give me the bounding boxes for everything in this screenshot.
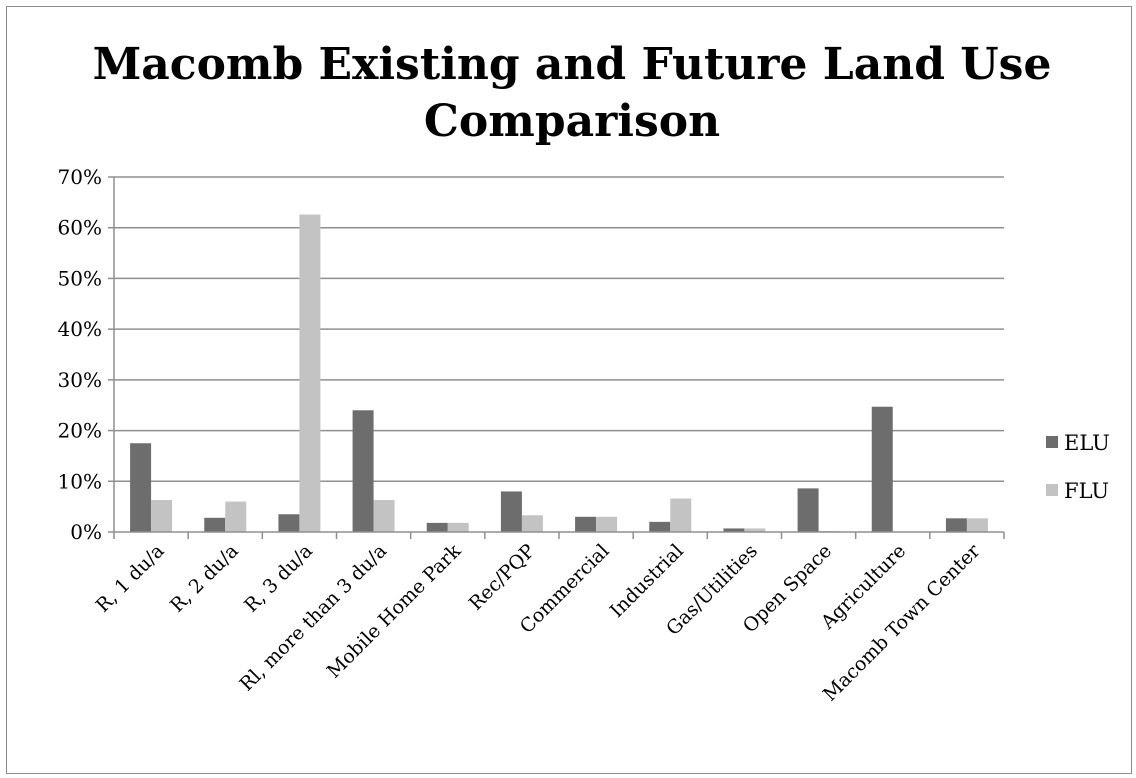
legend-label-flu: FLU	[1064, 479, 1109, 503]
x-tick-label: R, 1 du/a	[92, 540, 169, 617]
legend: ELU FLU	[1046, 431, 1110, 503]
bar-elu	[871, 406, 893, 532]
gridlines	[114, 176, 1004, 483]
bar-flu	[744, 528, 766, 532]
bar-elu	[723, 528, 745, 532]
bar-elu	[649, 521, 671, 532]
y-tick-label: 50%	[58, 266, 102, 290]
y-tick-label: 10%	[58, 469, 102, 493]
bar-flu	[373, 500, 395, 532]
x-tick-label: Macomb Town Center	[819, 539, 985, 705]
x-tick-label: R, 2 du/a	[166, 540, 243, 617]
bar-elu	[575, 516, 597, 532]
bar-flu	[299, 214, 321, 532]
bar-flu	[151, 500, 173, 532]
bar-flu	[521, 515, 543, 532]
chart-frame	[6, 6, 1132, 774]
bar-elu	[278, 514, 300, 532]
x-tick-label: R, 3 du/a	[240, 540, 317, 617]
legend-swatch-elu	[1046, 436, 1058, 448]
y-tick-label: 40%	[58, 317, 102, 341]
chart-title-line-2: Comparison	[424, 96, 720, 147]
y-axis-ticks: 0% 10% 20% 30% 40% 50% 60% 70%	[58, 165, 114, 544]
x-axis-labels: R, 1 du/aR, 2 du/aR, 3 du/aRl, more than…	[92, 539, 985, 705]
bar-elu	[797, 488, 819, 532]
bar-flu	[596, 516, 618, 532]
legend-swatch-flu	[1046, 484, 1058, 496]
bar-flu	[966, 518, 988, 532]
bar-elu	[945, 518, 967, 532]
bars	[130, 214, 988, 532]
bar-elu	[500, 491, 522, 532]
axes	[113, 177, 1005, 539]
y-tick-label: 70%	[58, 165, 102, 189]
y-tick-label: 0%	[70, 520, 102, 544]
x-tick-label: Mobile Home Park	[323, 540, 466, 683]
x-tick-label: Rl, more than 3 du/a	[236, 540, 392, 696]
chart-title: Macomb Existing and Future Land Use Comp…	[93, 39, 1052, 147]
bar-flu	[447, 522, 469, 532]
bar-flu	[670, 498, 692, 532]
chart-title-line-1: Macomb Existing and Future Land Use	[93, 39, 1052, 90]
y-tick-label: 30%	[58, 368, 102, 392]
bar-elu	[204, 517, 226, 532]
y-tick-label: 20%	[58, 419, 102, 443]
bar-elu	[352, 410, 374, 532]
x-tick-label: Rec/PQP	[465, 540, 540, 615]
y-tick-label: 60%	[58, 216, 102, 240]
bar-elu	[130, 443, 152, 532]
bar-flu	[225, 501, 247, 532]
bar-elu	[426, 522, 448, 532]
legend-label-elu: ELU	[1064, 431, 1110, 455]
